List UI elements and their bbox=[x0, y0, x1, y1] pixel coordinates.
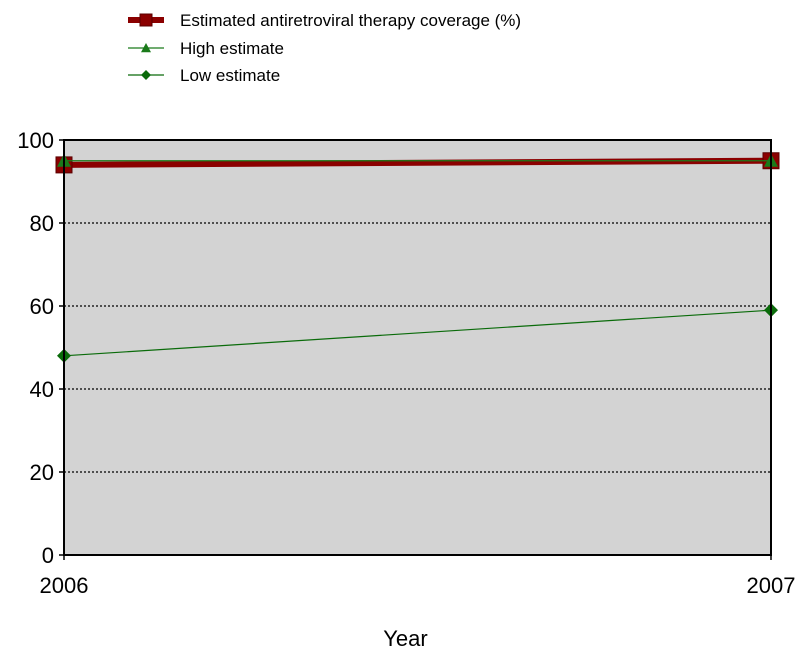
legend-swatch-marker-2 bbox=[141, 43, 151, 53]
y-tick-label-0: 0 bbox=[42, 543, 54, 568]
y-tick-label-40: 40 bbox=[30, 377, 54, 402]
legend-label-1: Estimated antiretroviral therapy coverag… bbox=[180, 11, 521, 30]
y-tick-label-100: 100 bbox=[17, 128, 54, 153]
y-tick-label-80: 80 bbox=[30, 211, 54, 236]
legend-label-3: Low estimate bbox=[180, 66, 280, 85]
series-line-3 bbox=[63, 309, 772, 357]
legend-item-3: Low estimate bbox=[128, 66, 280, 85]
x-tick-label-2007: 2007 bbox=[747, 573, 796, 598]
legend-label-2: High estimate bbox=[180, 39, 284, 58]
y-tick-label-60: 60 bbox=[30, 294, 54, 319]
series-line-1 bbox=[63, 157, 772, 168]
x-tick-label-2006: 2006 bbox=[40, 573, 89, 598]
legend-item-2: High estimate bbox=[128, 39, 284, 58]
x-axis-title: Year bbox=[383, 626, 427, 651]
legend-swatch-marker-3 bbox=[141, 70, 151, 80]
legend: Estimated antiretroviral therapy coverag… bbox=[128, 11, 521, 85]
y-axis-ticks: 0 20 40 60 80 100 bbox=[17, 128, 64, 568]
plot-area bbox=[64, 140, 771, 555]
x-axis-ticks: 2006 2007 bbox=[40, 555, 796, 598]
legend-swatch-marker-1 bbox=[139, 13, 153, 27]
y-tick-label-20: 20 bbox=[30, 460, 54, 485]
legend-item-1: Estimated antiretroviral therapy coverag… bbox=[128, 11, 521, 30]
plot-border bbox=[63, 139, 772, 556]
gridlines bbox=[64, 222, 771, 473]
